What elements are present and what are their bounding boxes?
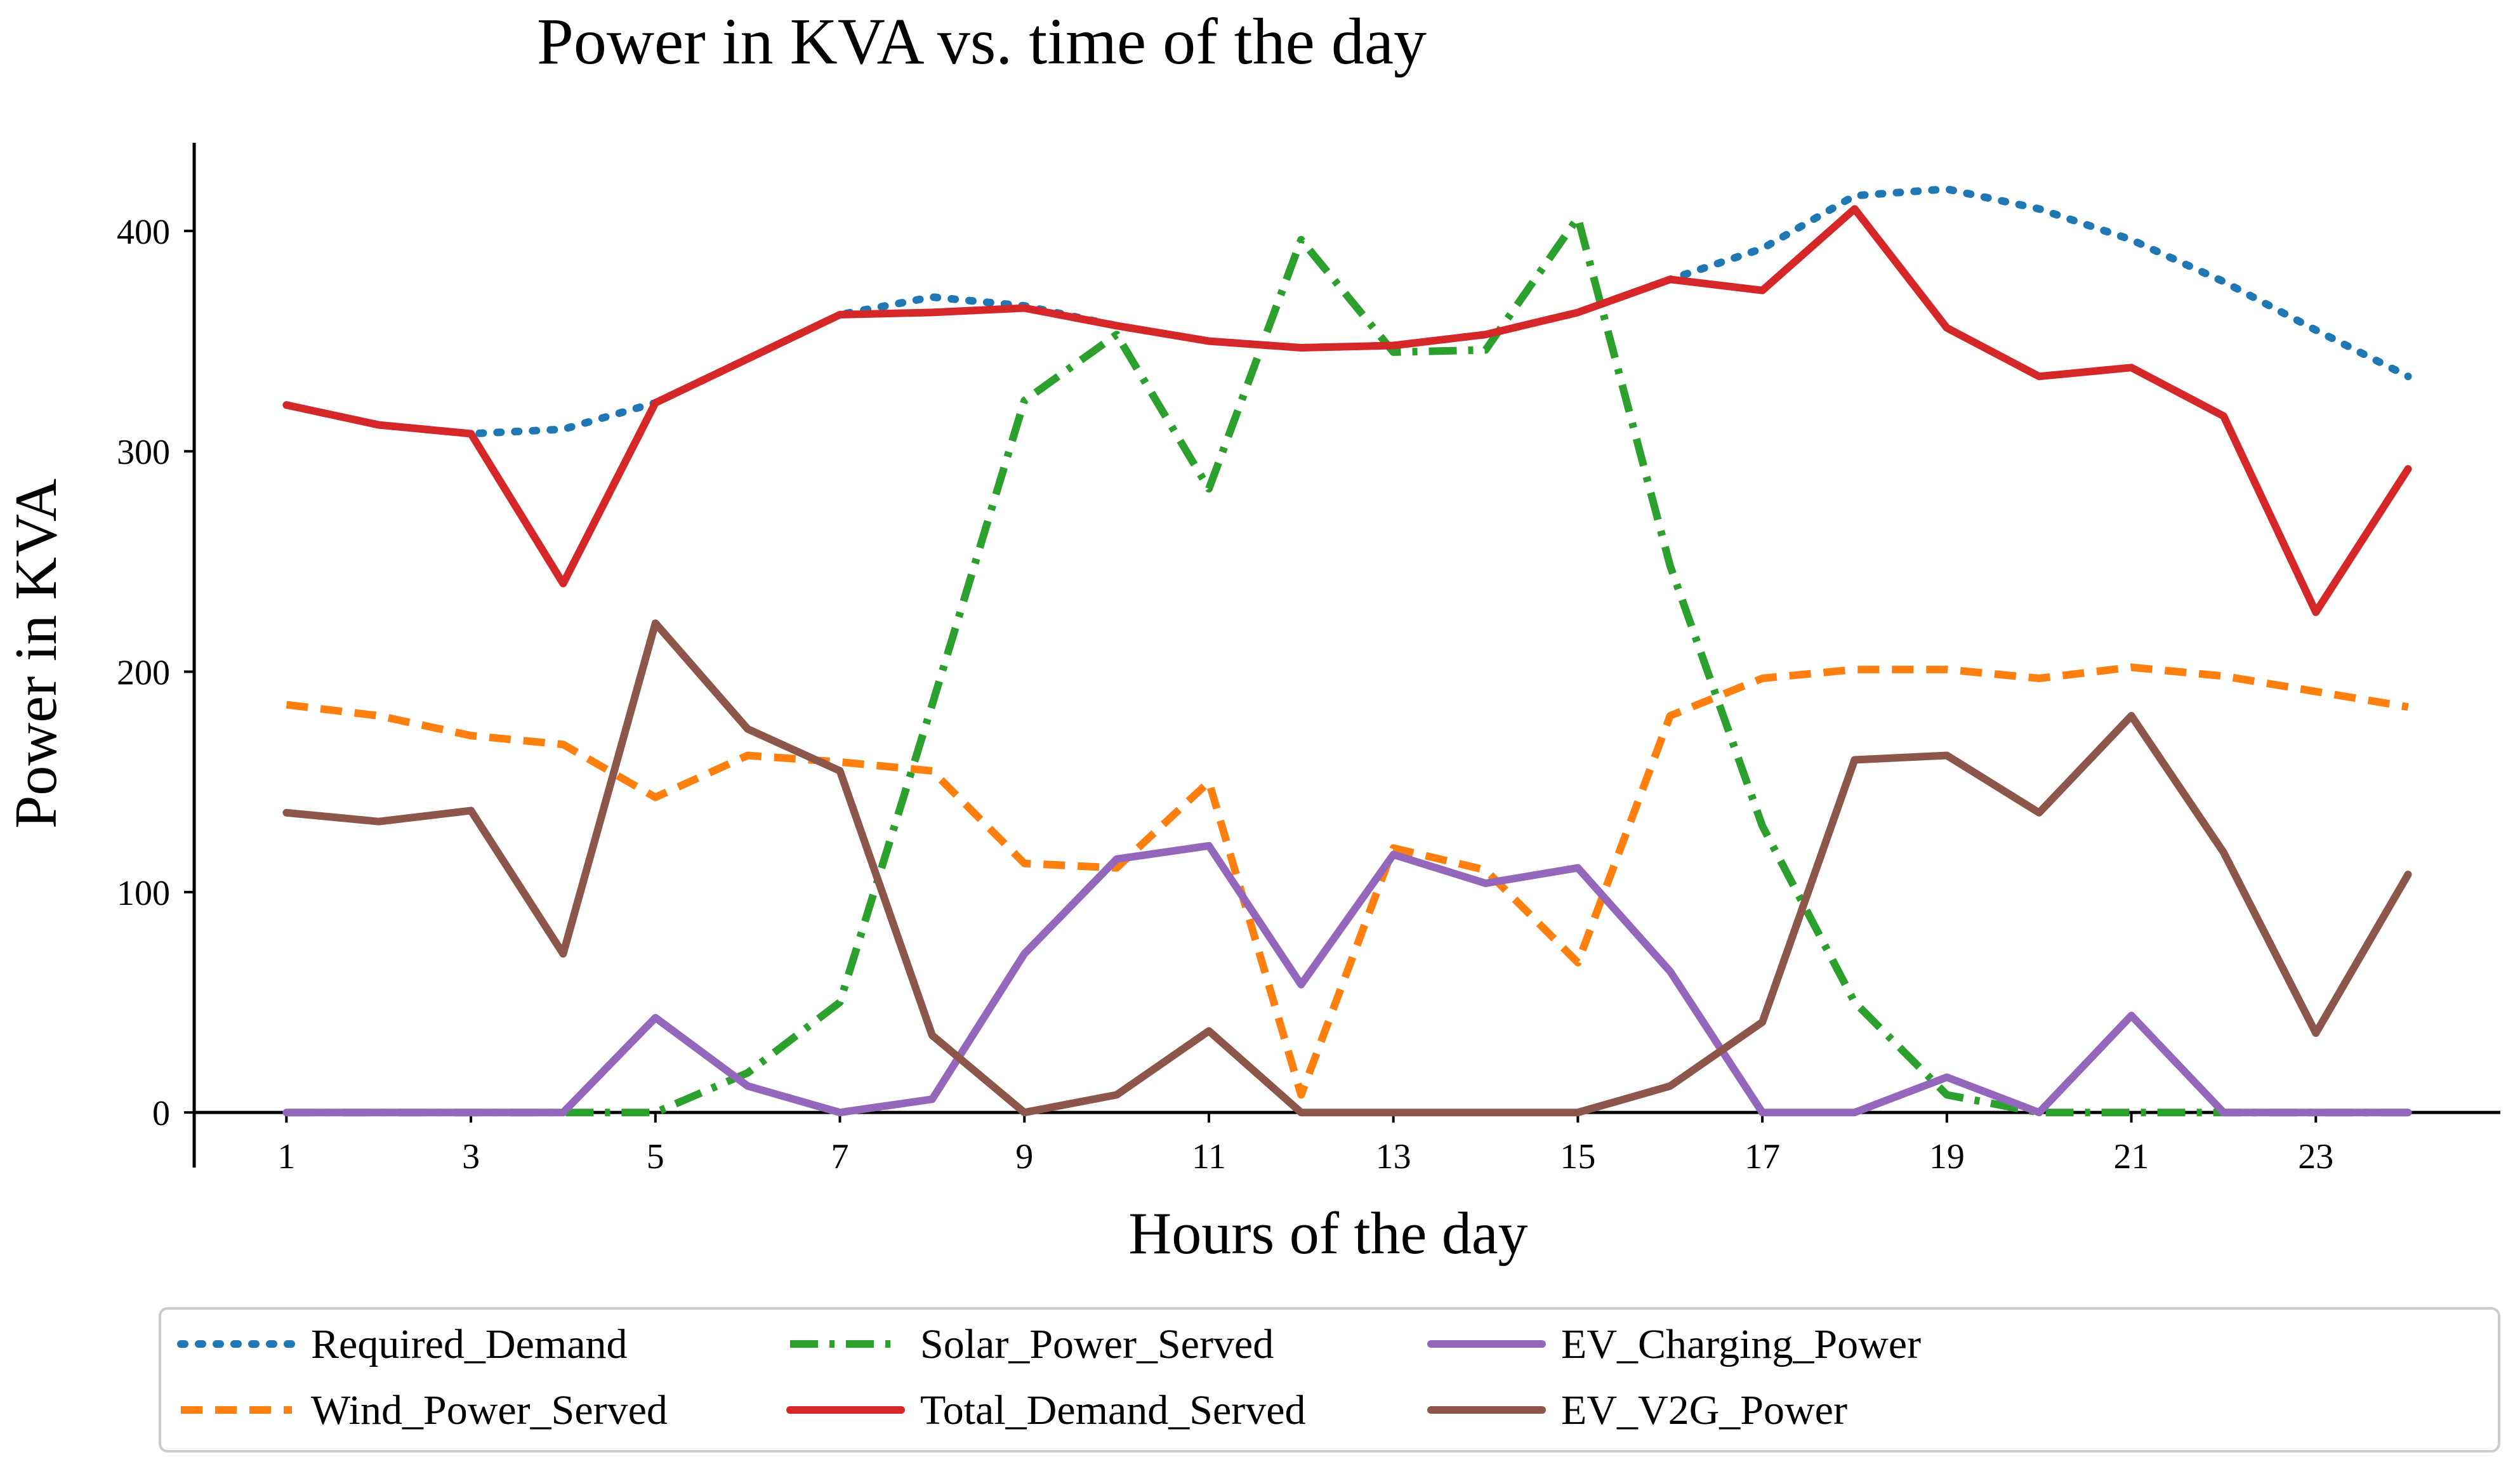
legend-label-total-demand-served: Total_Demand_Served xyxy=(920,1387,1306,1433)
y-tick-label: 300 xyxy=(117,433,170,472)
x-tick-label: 1 xyxy=(277,1137,295,1176)
x-tick-label: 9 xyxy=(1015,1137,1033,1176)
x-tick-label: 13 xyxy=(1376,1137,1411,1176)
y-tick-label: 0 xyxy=(152,1094,170,1133)
x-tick-label: 19 xyxy=(1929,1137,1965,1176)
legend-label-ev-v2g-power: EV_V2G_Power xyxy=(1561,1387,1847,1433)
x-tick-label: 11 xyxy=(1192,1137,1226,1176)
series-line-solar-power-served xyxy=(286,214,2408,1117)
x-tick-label: 15 xyxy=(1560,1137,1595,1176)
y-axis-label: Power in KVA xyxy=(3,478,69,829)
x-tick-label: 21 xyxy=(2114,1137,2149,1176)
series-line-required-demand xyxy=(282,185,2412,438)
x-tick-label: 3 xyxy=(462,1137,480,1176)
legend: Required_Demand Wind_Power_Served Solar_Po… xyxy=(159,1307,2500,1452)
series-line-total-demand-served xyxy=(282,205,2412,616)
x-tick-label: 17 xyxy=(1745,1137,1780,1176)
series-line-ev-charging-power xyxy=(282,841,2412,1117)
series-layer xyxy=(282,185,2412,1117)
y-tick-label: 100 xyxy=(117,874,170,913)
legend-label-solar-power-served: Solar_Power_Served xyxy=(920,1321,1274,1367)
legend-frame xyxy=(159,1307,2500,1452)
chart-title: Power in KVA vs. time of the day xyxy=(537,5,1427,78)
x-tick-label: 23 xyxy=(2298,1137,2333,1176)
series-line-ev-v2g-power xyxy=(282,619,2412,1117)
y-tick-label: 200 xyxy=(117,654,170,693)
legend-label-ev-charging-power: EV_Charging_Power xyxy=(1561,1321,1921,1367)
x-tick-label: 7 xyxy=(831,1137,849,1176)
y-tick-label: 400 xyxy=(117,213,170,252)
x-axis-label: Hours of the day xyxy=(1128,1201,1527,1267)
legend-label-wind-power-served: Wind_Power_Served xyxy=(311,1387,668,1433)
legend-label-required-demand: Required_Demand xyxy=(311,1321,628,1367)
x-tick-label: 5 xyxy=(647,1137,664,1176)
series-line-wind-power-served xyxy=(286,663,2409,1099)
